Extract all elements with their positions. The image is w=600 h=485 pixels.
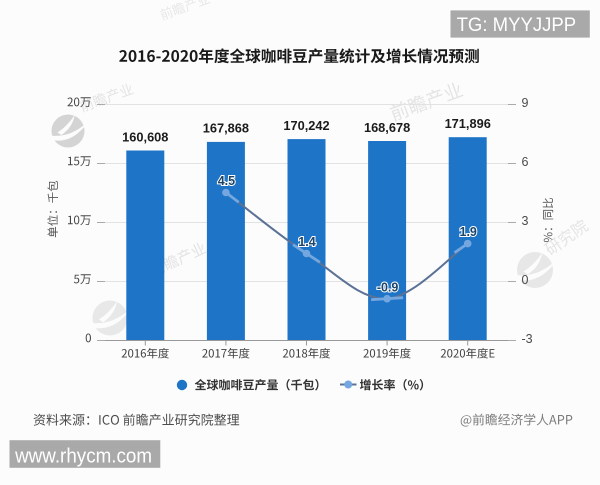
svg-text:9: 9 (522, 96, 529, 110)
svg-text:170,242: 170,242 (283, 118, 329, 133)
svg-text:4.5: 4.5 (218, 174, 235, 188)
svg-text:0: 0 (522, 273, 529, 287)
svg-text:www.rhycm.com: www.rhycm.com (14, 445, 152, 468)
svg-text:1.9: 1.9 (460, 225, 477, 239)
svg-text:167,868: 167,868 (203, 121, 249, 136)
svg-text:3: 3 (522, 214, 529, 228)
svg-text:-0.9: -0.9 (377, 280, 399, 294)
svg-text:168,678: 168,678 (364, 120, 410, 135)
svg-text:160,608: 160,608 (122, 129, 168, 144)
svg-text:1.4: 1.4 (298, 235, 315, 249)
svg-text:-3: -3 (522, 332, 533, 346)
svg-text:171,896: 171,896 (445, 116, 491, 131)
svg-text:TG: MYYJJPP: TG: MYYJJPP (457, 14, 576, 36)
svg-text:6: 6 (522, 155, 529, 169)
